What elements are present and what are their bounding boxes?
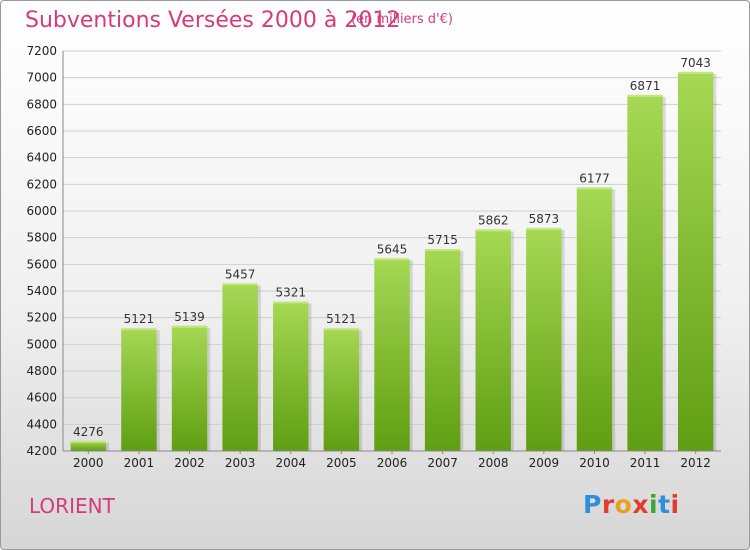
proxiti-logo: Proxiti xyxy=(583,490,680,519)
x-tick-label: 2002 xyxy=(174,456,205,470)
x-tick-label: 2012 xyxy=(680,456,711,470)
bar xyxy=(273,301,309,451)
bar-highlight xyxy=(121,328,157,331)
logo-letter: i xyxy=(649,490,659,519)
bar-highlight xyxy=(222,283,258,286)
data-label: 5321 xyxy=(275,286,306,300)
logo-letter: o xyxy=(614,490,633,519)
y-tick-label: 4600 xyxy=(26,391,57,405)
logo-letter: i xyxy=(670,490,680,519)
logo-letter: x xyxy=(632,490,649,519)
bar-highlight xyxy=(70,440,107,443)
data-label: 5121 xyxy=(326,312,357,326)
y-tick-label: 4800 xyxy=(26,364,57,378)
bar-highlight xyxy=(475,229,511,232)
axes: 4200 4400 4600 4800 5000 5200 5400 5600 5800 6000… xyxy=(26,44,721,470)
bar-highlight xyxy=(171,325,208,328)
bar-highlight xyxy=(273,301,309,304)
data-label: 5139 xyxy=(174,310,205,324)
y-tick-label: 5600 xyxy=(26,257,57,271)
bar xyxy=(576,187,613,451)
chart-title: Subventions Versées 2000 à 2012 xyxy=(25,8,401,33)
data-label: 7043 xyxy=(680,56,711,70)
x-tick-label: 2003 xyxy=(225,456,256,470)
bar xyxy=(677,71,714,451)
bar xyxy=(222,283,258,451)
data-label: 5715 xyxy=(427,233,458,247)
bar-highlight xyxy=(323,328,360,331)
bar xyxy=(70,440,107,451)
x-tick-label: 2004 xyxy=(275,456,306,470)
y-tick-label: 4400 xyxy=(26,417,57,431)
y-tick-label: 5000 xyxy=(26,337,57,351)
x-tick-label: 2010 xyxy=(579,456,610,470)
bar xyxy=(374,258,410,451)
chart-subtitle: (en milliers d'€) xyxy=(351,12,453,27)
y-tick-label: 6000 xyxy=(26,204,57,218)
bar-highlight xyxy=(576,187,613,190)
data-label: 5457 xyxy=(225,267,256,281)
logo-letter: t xyxy=(658,490,671,519)
bar xyxy=(475,229,511,451)
bar xyxy=(627,94,663,451)
y-tick-label: 6800 xyxy=(26,97,57,111)
y-tick-label: 7000 xyxy=(26,71,57,85)
bar xyxy=(526,227,562,451)
x-tick-label: 2000 xyxy=(73,456,104,470)
y-tick-label: 6200 xyxy=(26,177,57,191)
y-tick-label: 6600 xyxy=(26,124,57,138)
x-tick-label: 2001 xyxy=(124,456,155,470)
y-tick-label: 7200 xyxy=(26,44,57,58)
y-tick-label: 5400 xyxy=(26,284,57,298)
bar xyxy=(323,328,360,451)
x-tick-label: 2011 xyxy=(630,456,661,470)
x-tick-label: 2009 xyxy=(529,456,560,470)
bar-highlight xyxy=(526,227,562,230)
logo-letter: P xyxy=(583,490,602,519)
data-label: 6871 xyxy=(630,79,661,93)
bar-highlight xyxy=(424,249,461,251)
x-tick-label: 2008 xyxy=(478,456,509,470)
city-name: LORIENT xyxy=(29,494,115,518)
y-tick-label: 6400 xyxy=(26,151,57,165)
data-label: 5862 xyxy=(478,213,509,227)
y-tick-label: 5800 xyxy=(26,231,57,245)
y-tick-label: 5200 xyxy=(26,311,57,325)
bar xyxy=(424,249,461,451)
x-tick-label: 2007 xyxy=(427,456,458,470)
bar-highlight xyxy=(677,71,714,74)
data-label: 5121 xyxy=(124,312,155,326)
data-label: 6177 xyxy=(579,171,610,185)
bars: 4276 5121 5139 5457 5321 5121 5645 5715 5862 5873… xyxy=(70,56,717,451)
bar xyxy=(121,328,157,451)
bar xyxy=(171,325,208,451)
bar-highlight xyxy=(627,94,663,97)
x-tick-label: 2006 xyxy=(377,456,408,470)
x-tick-label: 2005 xyxy=(326,456,357,470)
data-label: 5873 xyxy=(529,212,560,226)
y-tick-label: 4200 xyxy=(26,444,57,458)
data-label: 5645 xyxy=(377,242,408,256)
data-label: 4276 xyxy=(73,425,104,439)
logo-letter: r xyxy=(601,490,615,519)
bar-highlight xyxy=(374,258,410,261)
